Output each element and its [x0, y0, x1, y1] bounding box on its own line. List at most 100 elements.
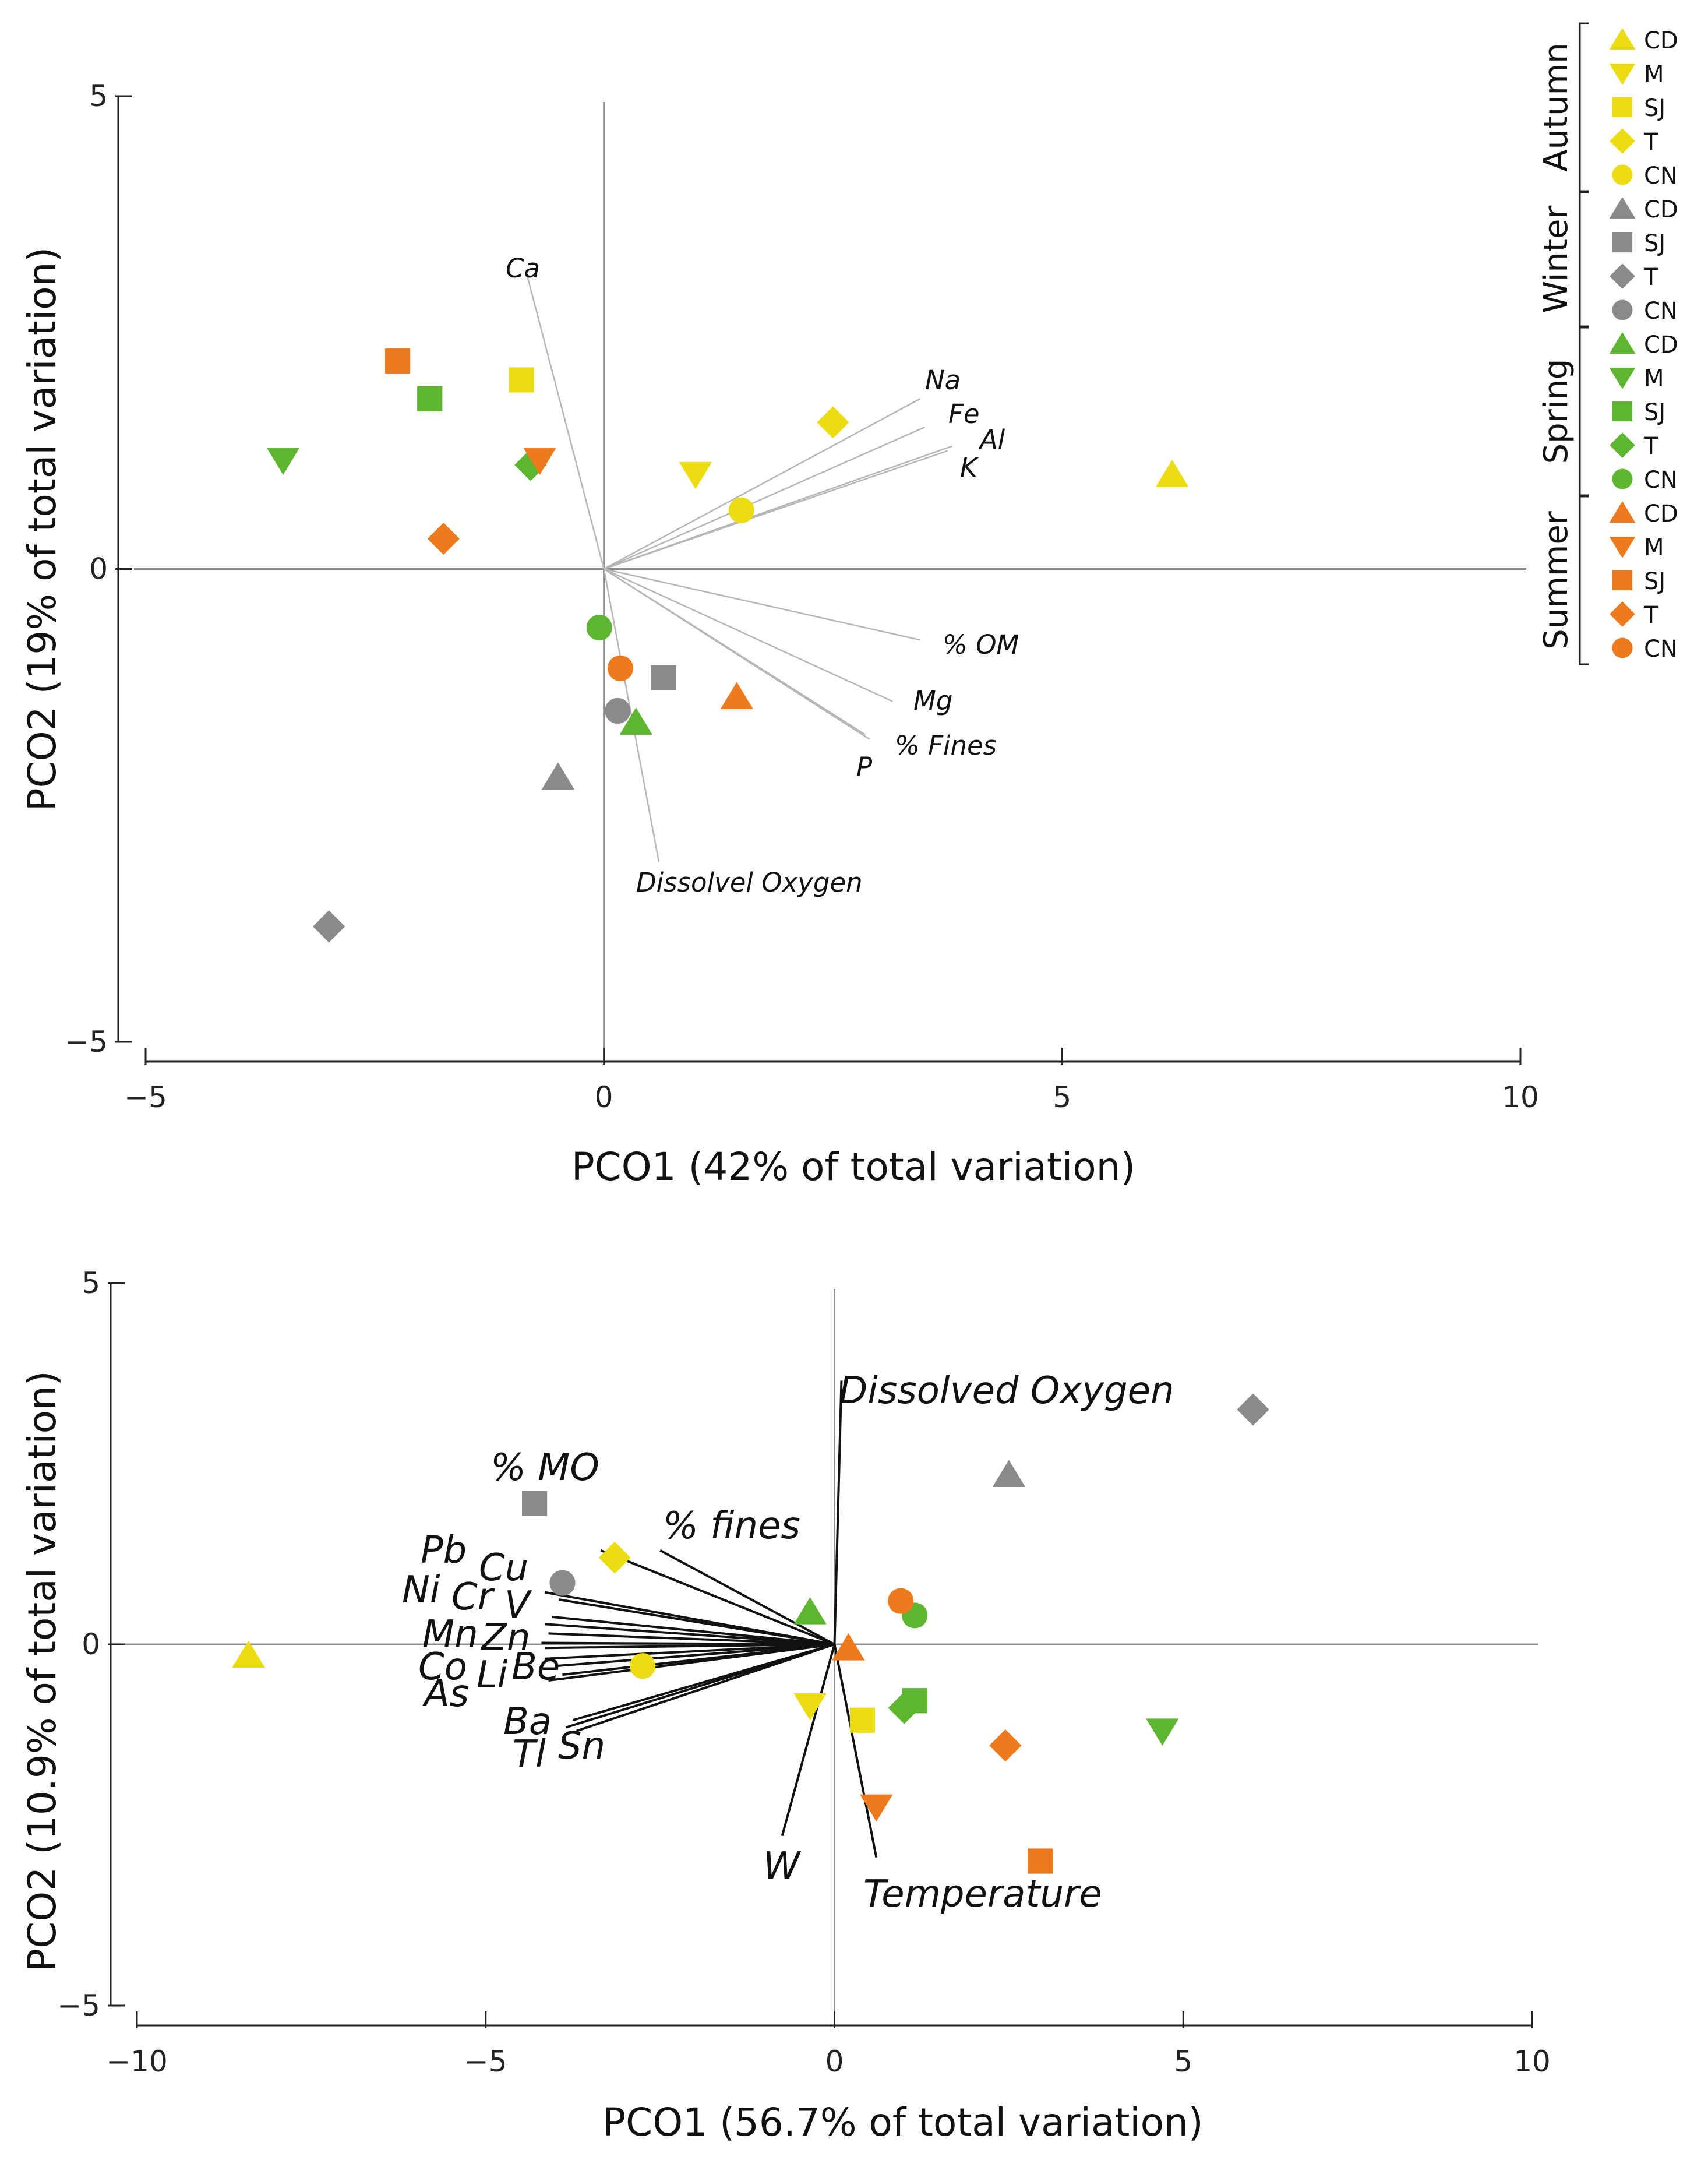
legend-marker-autumn-m — [1609, 64, 1636, 85]
vector-line — [604, 568, 893, 702]
legend-marker-summer-cd — [1609, 501, 1636, 523]
point-summer-m — [860, 1794, 893, 1822]
vector-label: Be — [511, 1645, 560, 1689]
vector-label: Al — [978, 424, 1005, 455]
x-tick-label: −10 — [106, 2045, 168, 2078]
point-summer-cd — [832, 1633, 865, 1661]
x-tick-label: −5 — [464, 2045, 507, 2078]
point-summer-t — [989, 1729, 1022, 1762]
legend-label: M — [1644, 365, 1664, 392]
legend-marker-winter-cn — [1612, 299, 1633, 320]
vector-label: Tl — [513, 1733, 546, 1776]
legend-label: T — [1643, 264, 1658, 291]
point-spring-t — [888, 1692, 920, 1724]
y-tick-label: 0 — [82, 1627, 100, 1661]
vector-label: % fines — [663, 1504, 800, 1548]
legend-season-autumn: Autumn — [1537, 43, 1575, 171]
legend-label: SJ — [1644, 399, 1665, 426]
vector-line — [603, 568, 866, 735]
legend-marker-summer-sj — [1612, 570, 1633, 591]
y-tick-label: −5 — [57, 1989, 100, 2022]
y-tick-label: −5 — [65, 1025, 108, 1059]
legend-marker-autumn-sj — [1612, 97, 1633, 118]
legend-marker-spring-m — [1609, 368, 1636, 389]
point-spring-m — [1146, 1718, 1179, 1746]
vector-label: % OM — [943, 629, 1019, 660]
point-winter-cn — [605, 697, 631, 724]
x-tick-label: 0 — [825, 2045, 844, 2078]
point-autumn-sj — [509, 367, 534, 393]
legend-marker-spring-sj — [1612, 401, 1633, 422]
y-tick-label: 5 — [89, 79, 108, 113]
vector-line — [552, 1615, 835, 1645]
vector-label: Mn — [422, 1613, 478, 1656]
point-spring-cd — [793, 1597, 827, 1625]
vector-line — [604, 568, 920, 641]
vector-label: Cr — [451, 1576, 495, 1619]
vector-label: P — [856, 752, 873, 783]
vector-line — [548, 1643, 835, 1682]
legend-marker-spring-cn — [1612, 468, 1633, 489]
legend-marker-autumn-cn — [1612, 164, 1633, 185]
legend-marker-winter-sj — [1612, 232, 1633, 253]
point-spring-sj — [417, 386, 443, 411]
legend-label: T — [1643, 602, 1658, 629]
vector-label: Dissolved Oxygen — [839, 1369, 1174, 1412]
vector-line — [604, 398, 921, 570]
vector-line — [545, 1643, 835, 1650]
point-winter-sj — [521, 1491, 548, 1516]
legend-label: CN — [1644, 298, 1678, 325]
legend-marker-winter-t — [1610, 263, 1635, 289]
point-autumn-cd — [1155, 460, 1189, 487]
legend-label: CN — [1644, 467, 1678, 494]
point-winter-cn — [549, 1570, 576, 1596]
y-axis-title: PCO2 (10.9% of total variation) — [20, 1370, 65, 1971]
vector-label: K — [960, 452, 979, 483]
vector-label: Co — [418, 1645, 467, 1689]
x-tick-label: 5 — [1053, 1080, 1071, 1114]
point-autumn-cd — [232, 1640, 265, 1668]
legend-label: CN — [1644, 636, 1678, 663]
vector-label: Mg — [913, 685, 952, 716]
x-tick-label: 0 — [595, 1080, 613, 1114]
vector-label: Na — [925, 365, 961, 396]
pco-plot-1: −5 0 5 −5 0 5 10 PCO1 (42% of total variation) P… — [20, 79, 1539, 1189]
legend-label: M — [1644, 534, 1664, 561]
y-axis-title: PCO2 (19% of total variation) — [20, 247, 65, 811]
vector-line — [604, 426, 925, 570]
point-winter-cd — [541, 762, 575, 790]
point-summer-cn — [607, 655, 634, 681]
point-autumn-cn — [728, 497, 754, 523]
legend-label: SJ — [1644, 95, 1665, 122]
vector-line — [555, 1643, 835, 1668]
legend-bracket-winter — [1579, 191, 1589, 327]
y-tick-label: 5 — [82, 1266, 100, 1300]
point-winter-sj — [651, 665, 676, 690]
point-spring-m — [266, 448, 300, 475]
vector-label: Ni — [402, 1569, 440, 1612]
legend-season-winter: Winter — [1537, 205, 1575, 313]
point-winter-t — [313, 910, 345, 943]
legend-label: CD — [1644, 501, 1678, 527]
legend-label: M — [1644, 61, 1664, 88]
legend-label: SJ — [1644, 568, 1665, 595]
vector-line — [559, 1598, 835, 1645]
point-spring-cn — [586, 615, 612, 641]
point-summer-cd — [720, 682, 754, 710]
vector-label: Pb — [421, 1529, 467, 1572]
legend-label: T — [1643, 129, 1658, 156]
point-autumn-t — [598, 1541, 631, 1574]
point-summer-m — [523, 448, 556, 475]
vector-label: Li — [477, 1654, 508, 1697]
x-tick-label: −5 — [124, 1080, 167, 1114]
vector-label: Ca — [506, 253, 540, 284]
point-spring-cd — [619, 707, 652, 735]
point-summer-sj — [385, 348, 411, 374]
vector-label: Sn — [558, 1725, 605, 1768]
point-spring-t — [514, 449, 547, 481]
point-autumn-cn — [630, 1653, 656, 1679]
point-summer-cn — [888, 1588, 914, 1614]
